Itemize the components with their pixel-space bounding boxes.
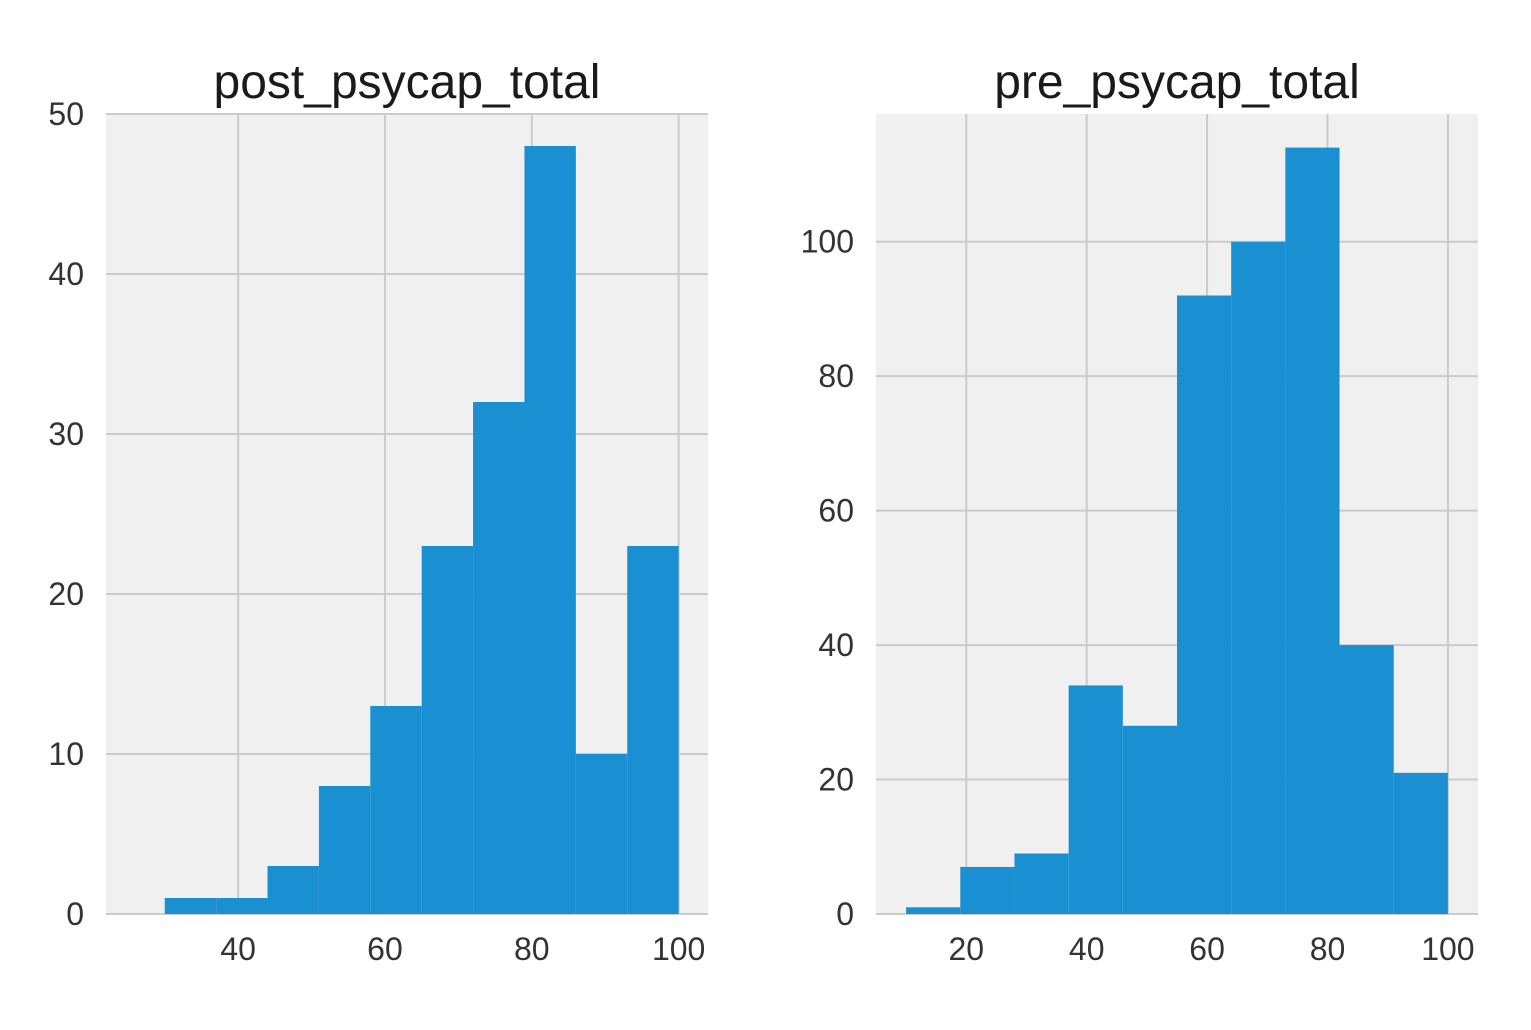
- x-tick-label: 40: [1069, 931, 1105, 967]
- chart-title-pre-psycap-total: pre_psycap_total: [994, 56, 1360, 109]
- histogram-bar: [421, 546, 474, 914]
- histogram-bar: [1122, 725, 1177, 914]
- y-tick-label: 10: [48, 736, 84, 772]
- histogram-bar: [627, 546, 679, 914]
- x-tick-label: 80: [514, 931, 550, 967]
- histogram-bar: [370, 706, 422, 914]
- x-tick-label: 100: [1421, 931, 1474, 967]
- y-tick-label: 0: [66, 896, 84, 932]
- histogram-bar: [1393, 772, 1448, 914]
- histogram-bar: [1285, 147, 1340, 914]
- x-tick-label: 20: [949, 931, 985, 967]
- histogram-panel-post-psycap-total: post_psycap_total 40 60 80 100 0 10 20 30 40 50: [48, 56, 708, 967]
- y-tick-label: 50: [48, 96, 84, 132]
- histogram-bar: [164, 898, 217, 914]
- histogram-bar: [216, 898, 268, 914]
- histogram-bar: [1068, 685, 1123, 914]
- histogram-bar: [1177, 295, 1232, 915]
- y-tick-label: 60: [818, 493, 854, 529]
- y-tick-label: 100: [801, 224, 854, 260]
- histogram-bar: [267, 866, 319, 914]
- histogram-bar: [1231, 241, 1286, 915]
- histogram-bar: [1339, 645, 1394, 914]
- histogram-bar: [960, 866, 1015, 914]
- y-tick-label: 80: [818, 358, 854, 394]
- y-tick-label: 40: [818, 627, 854, 663]
- histogram-bar: [473, 402, 525, 914]
- x-tick-label: 100: [652, 931, 705, 967]
- y-tick-label: 30: [48, 416, 84, 452]
- x-tick-label: 80: [1310, 931, 1346, 967]
- chart-title-post-psycap-total: post_psycap_total: [214, 56, 601, 109]
- histogram-panel-pre-psycap-total: pre_psycap_total 20 40 60 80 100 0 20 40 60 80 100: [801, 56, 1478, 967]
- histogram-bar: [318, 786, 371, 914]
- y-tick-label: 0: [836, 896, 854, 932]
- x-tick-label: 60: [367, 931, 403, 967]
- y-tick-label: 20: [818, 762, 854, 798]
- x-tick-label: 60: [1189, 931, 1225, 967]
- y-tick-label: 20: [48, 576, 84, 612]
- histogram-bar: [1014, 853, 1069, 914]
- y-tick-label: 40: [48, 256, 84, 292]
- histogram-bar: [906, 907, 961, 914]
- histogram-bar: [524, 146, 576, 914]
- x-tick-label: 40: [220, 931, 256, 967]
- histogram-bar: [575, 754, 628, 914]
